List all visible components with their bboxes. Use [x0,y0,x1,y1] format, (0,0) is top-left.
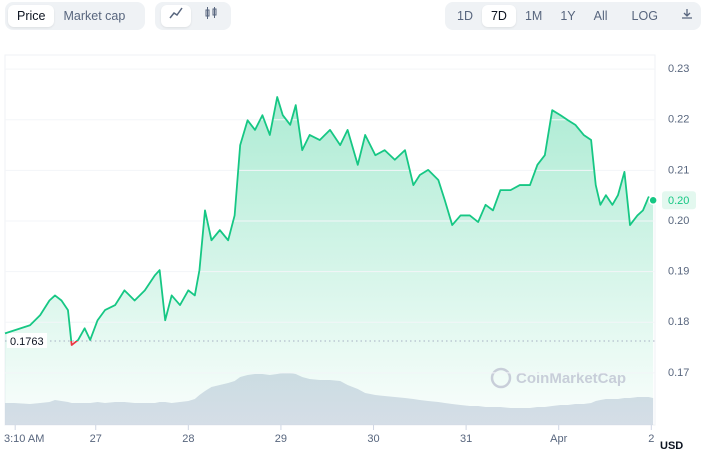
chart-style-toggle [155,2,231,30]
range-button[interactable]: 1D [457,9,473,23]
y-tick-label: 0.18 [668,316,689,328]
range-button[interactable]: All [593,9,608,23]
x-tick-label: Apr [550,433,567,445]
line-icon[interactable] [160,5,191,27]
y-tick-label: 0.22 [668,114,689,126]
watermark-logo [490,367,512,389]
current-price-dot [648,195,658,206]
y-tick-label: 0.21 [668,164,689,176]
y-tick-label: 0.23 [668,63,689,75]
baseline-label: 0.1763 [10,336,44,348]
range-button[interactable]: 1M [524,9,543,23]
range-button[interactable]: 1Y [560,9,576,23]
watermark: CoinMarketCap [490,367,626,389]
price-area [5,97,654,426]
price-line [4,96,654,346]
x-tick-label: 31 [460,433,472,445]
range-button[interactable]: 7D [481,5,516,27]
current-price-badge [662,191,696,210]
metric-toggle: Price Market cap [5,2,145,30]
log-button[interactable]: LOG [631,9,658,23]
current-price-label: 0.20 [668,195,689,207]
y-tick-label: 0.20 [668,215,689,227]
x-tick-label: 2 [648,433,654,445]
y-tick-label: 0.17 [668,367,689,379]
x-tick-label: 27 [90,433,102,445]
price-button[interactable]: Price [8,5,55,27]
watermark-text: CoinMarketCap [516,370,626,387]
download-button[interactable] [673,5,701,27]
market-cap-button[interactable]: Market cap [63,9,126,23]
x-tick-label: 3:10 AM [4,433,44,445]
x-tick-label: 30 [367,433,379,445]
candle-icon[interactable] [196,5,226,27]
x-tick-label: 28 [182,433,194,445]
range-toggle: 1D 7D 1M 1Y All LOG [445,2,701,30]
download-glyph [681,9,692,19]
y-tick-label: 0.19 [668,266,689,278]
baseline-label-bg [7,332,47,348]
candle-glyph [205,7,216,19]
x-tick-label: 29 [275,433,287,445]
line-glyph [168,7,183,19]
currency-label: USD [660,440,683,452]
